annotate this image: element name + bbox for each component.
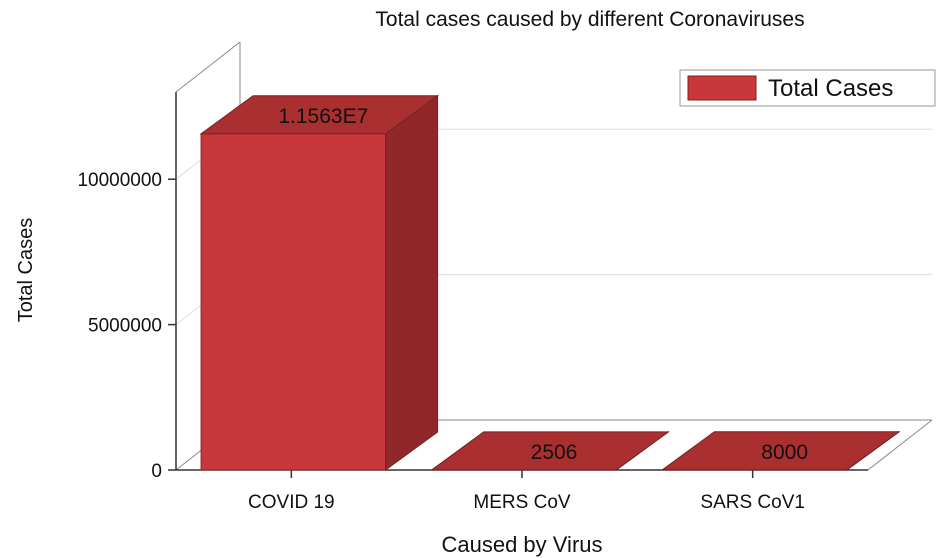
data-label: 1.1563E7 [278, 105, 368, 128]
legend-label: Total Cases [768, 75, 893, 102]
bar [430, 430, 670, 471]
bar-top [199, 95, 440, 135]
x-tick-label: SARS CoV1 [700, 492, 805, 513]
data-label: 2506 [531, 441, 578, 464]
legend: Total Cases [679, 69, 936, 107]
bar-top [660, 431, 901, 471]
bar [199, 94, 440, 471]
y-axis-title: Total Cases [15, 218, 37, 323]
bar [660, 430, 901, 471]
chart-title: Total cases caused by different Coronavi… [375, 8, 804, 31]
data-labels: 1.1563E7 2506 8000 [278, 105, 808, 464]
bars [199, 94, 901, 471]
bar-side [385, 94, 439, 471]
floor-edge-right [867, 419, 933, 471]
wall-edge-top-left [175, 41, 241, 93]
data-label: 8000 [761, 441, 808, 464]
x-axis: COVID 19 MERS CoV SARS CoV1 [176, 469, 868, 513]
y-axis: 0 5000000 10000000 [77, 92, 177, 482]
y-tick-label: 0 [151, 461, 162, 482]
y-tick-label: 5000000 [88, 316, 162, 337]
y-tick-label: 10000000 [77, 170, 162, 191]
x-tick-label: MERS CoV [473, 492, 570, 513]
x-axis-title: Caused by Virus [441, 532, 602, 557]
x-tick-label: COVID 19 [248, 492, 335, 513]
bar-front [200, 133, 387, 471]
legend-swatch [687, 75, 757, 101]
bar-top [430, 431, 670, 471]
